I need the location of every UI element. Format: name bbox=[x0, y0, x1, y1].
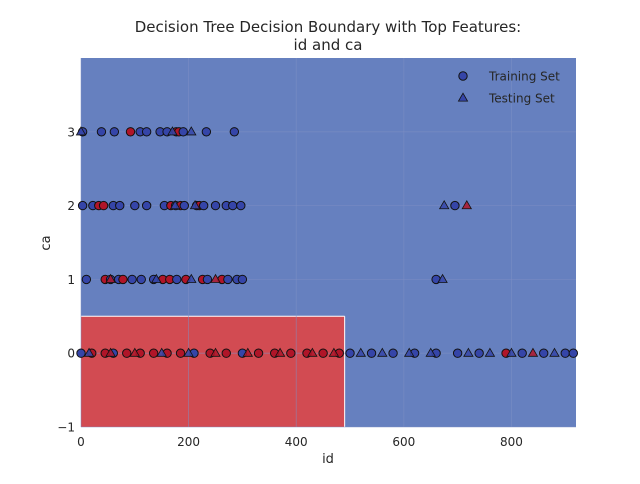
testing-point bbox=[377, 347, 388, 357]
training-point bbox=[76, 348, 86, 358]
training-point bbox=[141, 200, 152, 211]
training-point bbox=[77, 200, 88, 211]
testing-point bbox=[463, 347, 474, 357]
plot-area bbox=[75, 58, 579, 428]
testing-point bbox=[242, 347, 254, 357]
testing-point bbox=[274, 347, 286, 357]
training-point bbox=[127, 274, 137, 285]
x-tick-label: 0 bbox=[77, 435, 85, 449]
testing-point bbox=[129, 347, 141, 357]
training-point bbox=[179, 200, 190, 211]
training-point bbox=[318, 348, 328, 358]
training-point bbox=[568, 348, 579, 358]
training-point bbox=[172, 274, 182, 285]
training-point bbox=[236, 200, 246, 211]
training-point bbox=[345, 348, 355, 358]
legend-label: Training Set bbox=[488, 70, 560, 84]
training-point bbox=[136, 274, 146, 285]
x-tick-label: 600 bbox=[392, 435, 415, 449]
testing-point bbox=[186, 273, 197, 283]
testing-point bbox=[105, 273, 116, 283]
training-point bbox=[539, 348, 549, 358]
testing-point bbox=[105, 347, 116, 357]
training-point bbox=[210, 200, 221, 211]
training-point bbox=[237, 274, 248, 285]
testing-point bbox=[307, 347, 318, 357]
y-tick-label: 0 bbox=[67, 347, 75, 361]
training-point bbox=[202, 274, 213, 285]
training-point bbox=[122, 348, 132, 358]
x-tick-label: 800 bbox=[500, 435, 523, 449]
training-point bbox=[109, 127, 120, 137]
testing-point bbox=[437, 273, 448, 283]
training-point bbox=[141, 127, 152, 137]
x-tick-label: 200 bbox=[177, 435, 200, 449]
testing-point bbox=[186, 126, 197, 136]
y-tick-label: 3 bbox=[67, 125, 75, 139]
training-point bbox=[517, 348, 527, 358]
training-point bbox=[223, 274, 233, 285]
training-point bbox=[201, 127, 212, 137]
testing-point bbox=[484, 347, 496, 357]
training-point bbox=[81, 274, 92, 285]
training-point bbox=[98, 200, 109, 211]
legend-marker-training bbox=[458, 71, 468, 81]
training-point bbox=[474, 348, 484, 358]
x-axis-label: id bbox=[322, 452, 334, 467]
testing-point bbox=[425, 347, 436, 357]
training-point bbox=[229, 127, 240, 137]
testing-point bbox=[506, 347, 517, 357]
legend-label: Testing Set bbox=[488, 92, 555, 106]
chart-title-line-2: id and ca bbox=[294, 36, 363, 54]
testing-point bbox=[355, 347, 367, 357]
y-tick-label: −1 bbox=[57, 421, 75, 435]
testing-point bbox=[438, 199, 450, 210]
training-point bbox=[115, 200, 125, 211]
training-point bbox=[175, 348, 186, 358]
training-point bbox=[286, 348, 296, 358]
testing-point bbox=[183, 347, 194, 357]
y-axis-label: ca bbox=[39, 235, 54, 250]
chart-title-line-1: Decision Tree Decision Boundary with Top… bbox=[135, 18, 522, 36]
training-point bbox=[452, 348, 463, 358]
testing-point bbox=[83, 347, 95, 357]
y-tick-label: 2 bbox=[67, 199, 75, 213]
training-point bbox=[198, 200, 209, 211]
testing-point bbox=[156, 347, 167, 357]
training-point bbox=[560, 348, 570, 358]
training-point bbox=[366, 348, 377, 358]
legend-marker-testing bbox=[457, 92, 469, 102]
testing-point bbox=[189, 199, 201, 210]
testing-point bbox=[461, 199, 473, 210]
legend: Training Set Testing Set bbox=[457, 70, 560, 106]
testing-point bbox=[75, 126, 87, 136]
testing-point bbox=[403, 347, 415, 357]
training-point bbox=[450, 200, 460, 211]
decision-region-class-1 bbox=[81, 316, 345, 427]
training-point bbox=[125, 127, 136, 137]
testing-point bbox=[169, 199, 181, 210]
training-point bbox=[148, 348, 159, 358]
testing-point bbox=[328, 347, 340, 357]
training-point bbox=[228, 200, 238, 211]
training-point bbox=[388, 348, 398, 358]
testing-point bbox=[210, 273, 221, 283]
testing-point bbox=[549, 347, 560, 357]
training-point bbox=[221, 348, 231, 358]
testing-point bbox=[210, 347, 221, 357]
training-point bbox=[178, 127, 188, 137]
training-point bbox=[96, 127, 107, 137]
testing-point bbox=[151, 273, 162, 283]
training-point bbox=[118, 274, 128, 285]
training-point bbox=[253, 348, 264, 358]
x-tick-label: 400 bbox=[285, 435, 308, 449]
testing-point bbox=[167, 126, 178, 136]
training-point bbox=[130, 200, 140, 211]
y-tick-label: 1 bbox=[67, 273, 75, 287]
testing-point bbox=[527, 347, 539, 357]
